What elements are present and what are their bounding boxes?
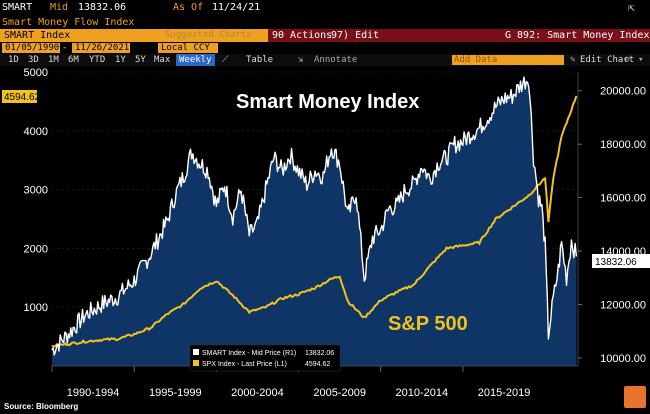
right-last-tag <box>592 254 650 268</box>
annotate-button[interactable]: Annotate <box>314 55 358 65</box>
add-data-input[interactable]: Add Data <box>452 55 564 65</box>
x-tick-label: 2010-2014 <box>396 387 449 399</box>
subtitle-bar: Smart Money Flow Index <box>0 16 650 29</box>
settings-icon[interactable]: ⚙ <box>624 55 630 65</box>
date-range-bar: 01/05/1990 - 11/26/2021 Local CCY <box>0 42 650 54</box>
legend-value-spx: 4594.62 <box>305 361 330 368</box>
left-tick-label: 2000 <box>24 243 48 255</box>
x-tick-label: 1990-1994 <box>67 387 120 399</box>
smart-area-fill <box>52 77 577 366</box>
x-tick-label: 2005-2009 <box>313 387 366 399</box>
chart-type-icon[interactable]: ⟋ <box>222 55 229 65</box>
as-of-label: As Of <box>173 2 204 13</box>
end-date-input[interactable]: 11/26/2021 <box>72 43 130 53</box>
spx-line <box>51 95 578 348</box>
right-tick-label: 10000.00 <box>600 353 646 365</box>
left-last-tag <box>2 90 37 103</box>
x-tick-label: 1995-1999 <box>149 387 202 399</box>
spx-annotation: S&P 500 <box>388 313 468 335</box>
last-value: 13832.06 <box>78 2 127 13</box>
period-ytd[interactable]: YTD <box>89 55 106 65</box>
start-date-input[interactable]: 01/05/1990 <box>2 43 60 53</box>
left-axis: 1000 2000 3000 4000 5000 <box>24 67 48 314</box>
share-icon[interactable]: ⇱ <box>628 1 635 14</box>
ticker-bar: SMART Mid 13832.06 As Of 11/24/21 ⇱ <box>0 0 650 16</box>
left-tick-label: 5000 <box>24 67 48 79</box>
right-tick-label: 16000.00 <box>600 193 646 205</box>
currency-select[interactable]: Local CCY <box>158 43 218 53</box>
legend-swatch-smart <box>193 349 199 355</box>
source-note: Source: Bloomberg <box>4 402 78 411</box>
x-tick-label: 2000-2004 <box>231 387 284 399</box>
legend-label-smart: SMART Index - Mid Price (R1) <box>202 350 296 357</box>
period-3d[interactable]: 3D <box>28 55 39 65</box>
left-last-value: 4594.62 <box>4 92 41 103</box>
x-tick-label: 2015-2019 <box>478 387 531 399</box>
period-6m[interactable]: 6M <box>68 55 79 65</box>
frequency-select[interactable]: Weekly <box>176 54 215 66</box>
more-icon[interactable]: ▾ <box>638 55 644 65</box>
annotate-icon[interactable]: ⇲ <box>298 55 304 65</box>
suggested-charts-ghost: Suggested Charts <box>165 30 252 40</box>
field-label: Mid <box>50 2 69 13</box>
period-max[interactable]: Max <box>154 55 171 65</box>
right-last-value: 13832.06 <box>595 257 637 268</box>
as-of-date: 11/24/21 <box>212 2 261 13</box>
smart-line <box>51 76 578 356</box>
table-view-button[interactable]: Table <box>246 55 274 65</box>
ticker-symbol[interactable]: SMART <box>2 2 33 13</box>
range-separator: - <box>62 43 68 53</box>
period-1d[interactable]: 1D <box>8 55 19 65</box>
period-1m[interactable]: 1M <box>48 55 59 65</box>
left-tick-label: 3000 <box>24 185 48 197</box>
pencil-icon[interactable]: ✎ <box>570 55 576 65</box>
left-tick-label: 4000 <box>24 126 48 138</box>
left-tick-label: 1000 <box>24 302 48 314</box>
right-tick-label: 18000.00 <box>600 139 646 151</box>
legend-label-spx: SPX Index - Last Price (L1) <box>202 361 287 368</box>
actions-menu[interactable]: 90 Actions <box>272 30 333 41</box>
legend-value-smart: 13832.06 <box>305 350 334 357</box>
edit-chart-button[interactable]: Edit Chart <box>580 55 635 65</box>
period-1y[interactable]: 1Y <box>115 55 126 65</box>
legend-box <box>189 344 341 372</box>
graph-title: G 892: Smart Money Index <box>505 30 650 41</box>
index-subtitle: Smart Money Flow Index <box>2 17 135 28</box>
corner-action-icon[interactable] <box>624 386 646 408</box>
period-bar: 1D 3D 1M 6M YTD 1Y 5Y Max Weekly ⟋ Table… <box>0 54 650 66</box>
right-tick-label: 12000.00 <box>600 300 646 312</box>
toolbar: SMART Index Suggested Charts 90 Actions … <box>0 29 650 42</box>
edit-menu[interactable]: 97) Edit <box>331 30 380 41</box>
period-5y[interactable]: 5Y <box>135 55 146 65</box>
security-field[interactable]: SMART Index <box>0 29 268 42</box>
chart-title: Smart Money Index <box>236 91 419 113</box>
right-tick-label: 20000.00 <box>600 86 646 98</box>
legend-swatch-spx <box>193 360 199 366</box>
x-axis: 1990-1994 1995-1999 2000-2004 2005-2009 2010… <box>51 365 578 399</box>
